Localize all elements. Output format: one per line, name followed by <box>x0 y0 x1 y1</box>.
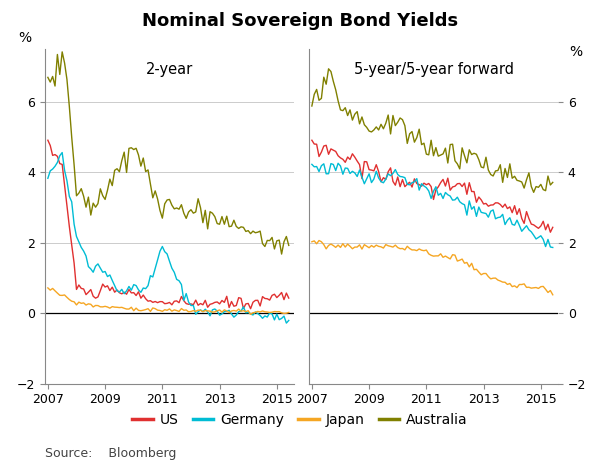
Text: 5-year/5-year forward: 5-year/5-year forward <box>353 62 514 77</box>
Text: Nominal Sovereign Bond Yields: Nominal Sovereign Bond Yields <box>142 12 458 30</box>
Text: Source:    Bloomberg: Source: Bloomberg <box>45 447 176 460</box>
Y-axis label: %: % <box>19 32 32 46</box>
Y-axis label: %: % <box>569 46 582 60</box>
Text: 2-year: 2-year <box>146 62 193 77</box>
Legend: US, Germany, Japan, Australia: US, Germany, Japan, Australia <box>127 407 473 432</box>
